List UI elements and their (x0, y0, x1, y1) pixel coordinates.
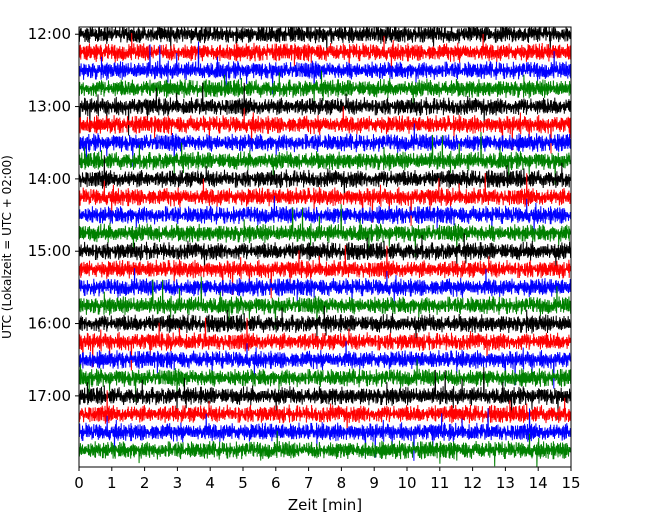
trace-line (79, 27, 571, 55)
x-axis-title: Zeit [min] (288, 496, 362, 514)
trace-line (79, 366, 571, 420)
x-tick-label: 11 (430, 474, 449, 492)
x-tick-label: 4 (205, 474, 215, 492)
x-tick-label: 3 (173, 474, 183, 492)
trace-line (79, 430, 571, 467)
trace-line (79, 131, 571, 185)
x-tick-label: 7 (304, 474, 314, 492)
trace-line (79, 155, 571, 199)
x-tick-label: 13 (496, 474, 515, 492)
x-tick-label: 8 (337, 474, 347, 492)
trace-line (79, 41, 571, 95)
trace-line (79, 268, 571, 306)
trace-line (79, 195, 571, 234)
trace-line (79, 173, 571, 226)
trace-line (79, 245, 571, 299)
x-tick-label: 2 (140, 474, 150, 492)
x-tick-label: 12 (463, 474, 482, 492)
plot-frame (78, 26, 572, 468)
trace-line (79, 32, 571, 71)
x-tick-label: 15 (561, 474, 580, 492)
y-axis: 12:00 13:00 14:00 15:00 16:00 17:00 (28, 25, 79, 405)
trace-line (79, 390, 571, 434)
x-tick-label: 9 (369, 474, 379, 492)
trace-line (79, 82, 571, 136)
y-tick-label: 15:00 (28, 242, 71, 260)
y-axis-title: UTC (Lokalzeit = UTC + 02:00) (0, 155, 14, 339)
y-tick-label: 14:00 (28, 170, 71, 188)
trace-line (79, 106, 571, 154)
x-tick-label: 10 (397, 474, 416, 492)
x-tick-label: 6 (271, 474, 281, 492)
trace-line (79, 204, 571, 258)
y-tick-label: 17:00 (28, 387, 71, 405)
x-tick-label: 5 (238, 474, 248, 492)
trace-line (79, 305, 571, 342)
trace-line (79, 70, 571, 107)
x-tick-label: 0 (74, 474, 84, 492)
y-tick-label: 13:00 (28, 98, 71, 116)
trace-line (79, 358, 571, 402)
x-axis: 0 1 2 3 4 5 6 7 8 9 10 11 12 13 14 15 (74, 467, 581, 492)
x-tick-label: 14 (529, 474, 548, 492)
trace-line (79, 341, 571, 389)
x-tick-label: 1 (107, 474, 117, 492)
trace-line (79, 317, 571, 371)
trace-line (79, 123, 571, 167)
trace-line (79, 276, 571, 330)
y-tick-label: 16:00 (28, 315, 71, 333)
trace-line (79, 408, 571, 461)
trace-line (79, 233, 571, 271)
seismic-traces (79, 27, 571, 467)
y-tick-label: 12:00 (28, 25, 71, 43)
